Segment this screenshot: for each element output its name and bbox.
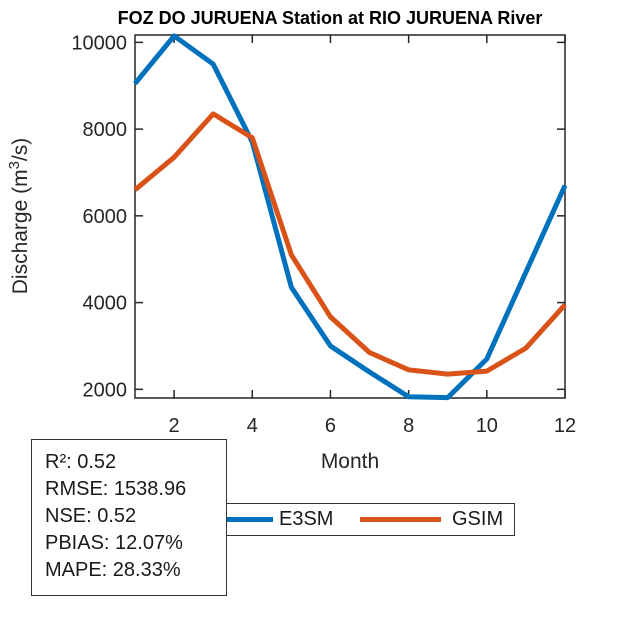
stat-pbias: PBIAS: 12.07% (45, 532, 183, 554)
y-tick-label: 10000 (71, 32, 127, 54)
x-tick-label: 10 (476, 415, 498, 437)
stat-rmse: RMSE: 1538.96 (45, 478, 187, 500)
stats-box: R²: 0.52 RMSE: 1538.96 NSE: 0.52 PBIAS: … (31, 439, 227, 596)
y-tick-label: 4000 (83, 293, 128, 315)
y-axis-label: Discharge (m3/s) (6, 138, 32, 295)
gsim-legend-label: GSIM (452, 508, 504, 530)
gsim-line (133, 111, 567, 377)
x-axis-label: Month (321, 450, 379, 473)
plot-box (134, 34, 566, 399)
e3sm-line (133, 33, 568, 401)
x-axis-ticks (173, 35, 566, 398)
stat-nse: NSE: 0.52 (45, 505, 137, 527)
y-axis-ticks (135, 41, 565, 391)
legend: E3SM GSIM (183, 503, 515, 536)
x-tick-label: 2 (169, 415, 180, 437)
x-tick-label: 6 (325, 415, 336, 437)
y-tick-label: 8000 (83, 119, 128, 141)
y-tick-label: 2000 (83, 379, 128, 401)
e3sm-legend-label: E3SM (279, 508, 334, 530)
chart-title: FOZ DO JURUENA Station at RIO JURUENA Ri… (118, 8, 543, 28)
x-tick-label: 8 (403, 415, 414, 437)
stat-mape: MAPE: 28.33% (45, 559, 181, 581)
x-tick-label: 4 (247, 415, 258, 437)
y-axis-tick-labels: 2000 4000 6000 8000 10000 (71, 32, 127, 401)
e3sm-legend-line-sample (192, 517, 273, 522)
data-series (133, 33, 568, 401)
gsim-legend-line-sample (360, 517, 441, 522)
y-tick-label: 6000 (83, 206, 128, 228)
x-tick-label: 12 (554, 415, 576, 437)
x-axis-tick-labels: 2 4 6 8 10 12 (169, 415, 577, 437)
stat-r2: R²: 0.52 (45, 451, 117, 473)
